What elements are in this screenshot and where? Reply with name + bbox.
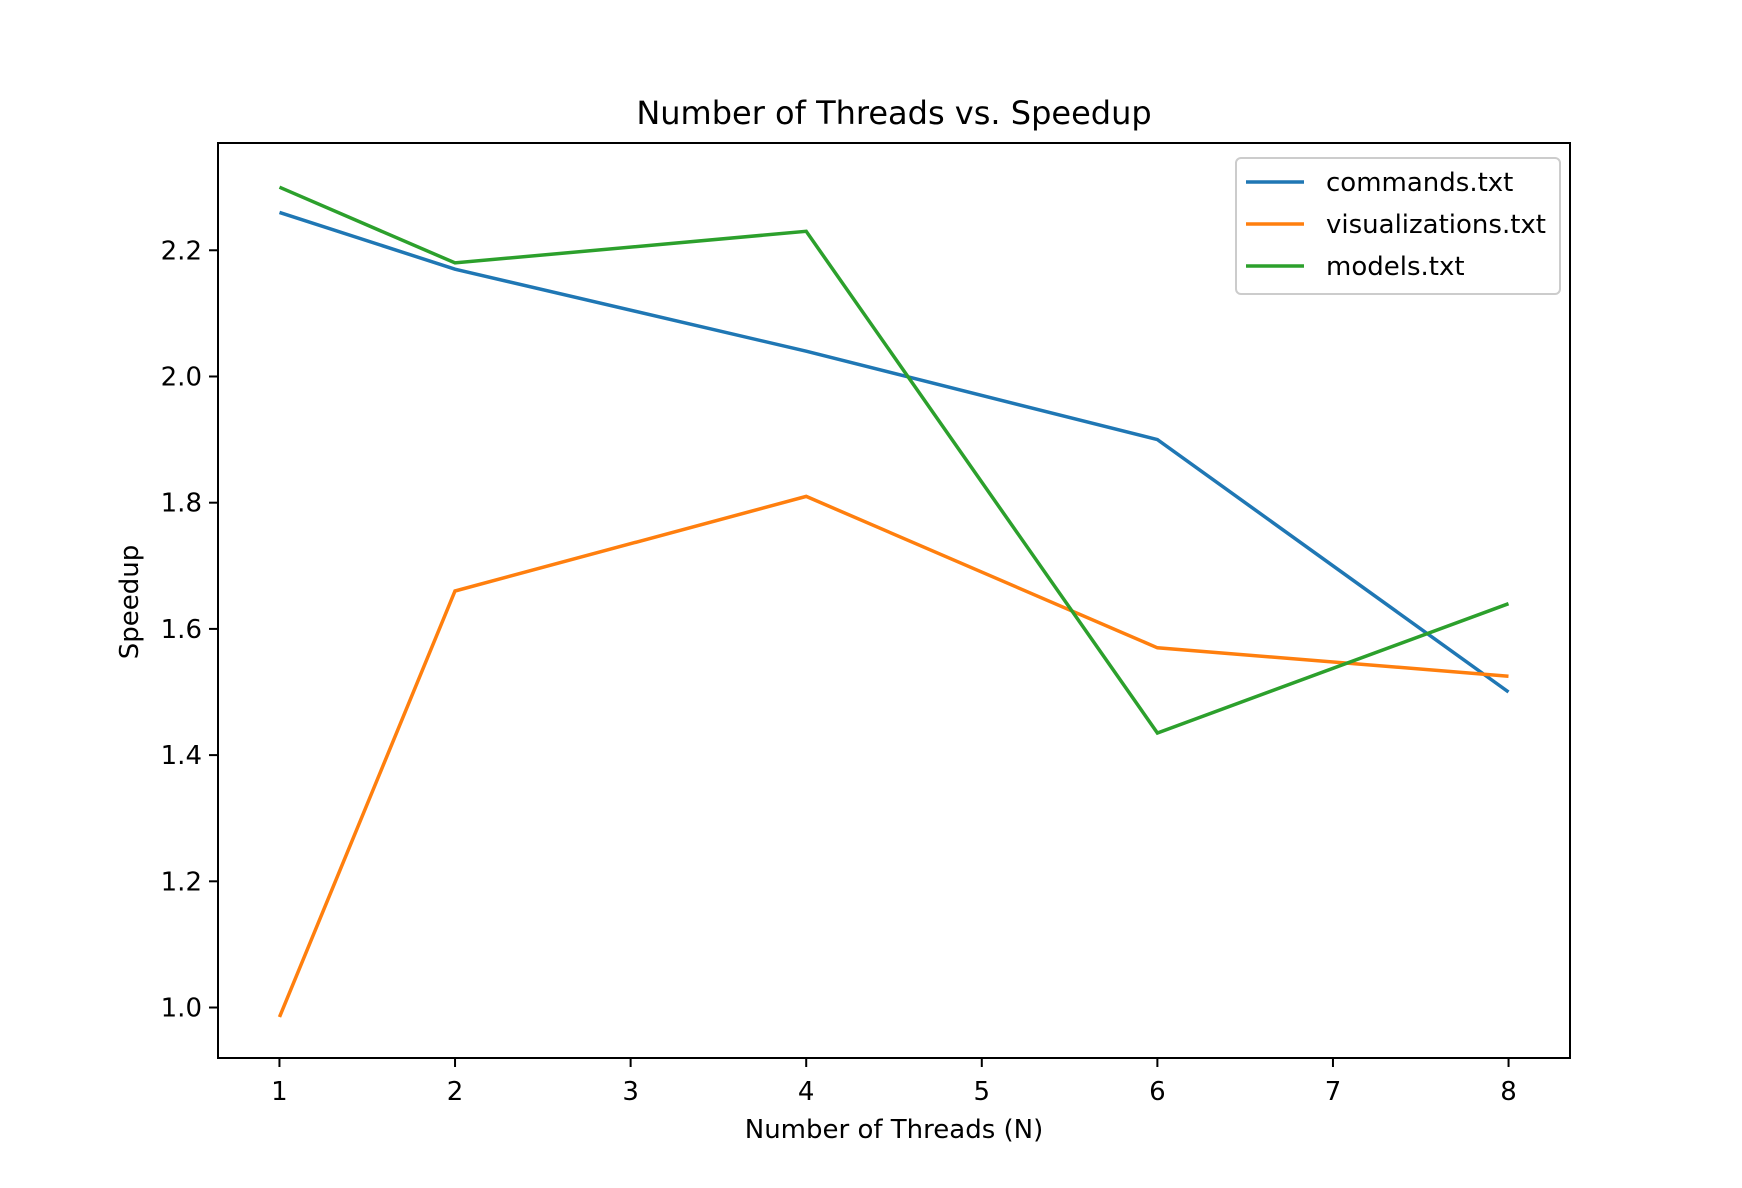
y-axis-label: Speedup	[115, 545, 145, 660]
y-tick-label: 1.0	[161, 994, 202, 1024]
y-axis: 1.0 1.2 1.4 1.6 1.8 2.0 2.2	[161, 236, 218, 1024]
series-line-2	[278, 185, 1510, 736]
legend-label: models.txt	[1326, 252, 1465, 282]
x-tick-label: 1	[271, 1077, 288, 1107]
x-tick-label: 7	[1325, 1077, 1342, 1107]
series-line-1	[277, 494, 1509, 1018]
x-axis: 1 2 3 4 5 6 7 8	[271, 1058, 1517, 1107]
x-tick-label: 3	[622, 1077, 639, 1107]
plot-area	[277, 185, 1510, 1018]
plot-frame	[217, 142, 1571, 1059]
legend-box	[1235, 157, 1561, 295]
x-tick-label: 5	[974, 1077, 991, 1107]
x-tick-label: 4	[798, 1077, 815, 1107]
x-tick-label: 2	[447, 1077, 464, 1107]
legend-label: commands.txt	[1326, 168, 1513, 198]
legend-label: visualizations.txt	[1326, 210, 1546, 240]
x-tick-label: 8	[1500, 1077, 1517, 1107]
y-tick-label: 1.4	[161, 741, 202, 771]
y-tick-label: 2.0	[161, 362, 202, 392]
y-tick-label: 1.2	[161, 867, 202, 897]
x-tick-label: 6	[1149, 1077, 1166, 1107]
legend: commands.txt visualizations.txt models.txt	[1235, 157, 1561, 295]
series-line-0	[278, 210, 1510, 694]
y-tick-label: 2.2	[161, 236, 202, 266]
y-tick-label: 1.8	[161, 489, 202, 519]
x-axis-label: Number of Threads (N)	[745, 1115, 1044, 1145]
y-tick-label: 1.6	[161, 615, 202, 645]
chart-title: Number of Threads vs. Speedup	[636, 94, 1151, 132]
